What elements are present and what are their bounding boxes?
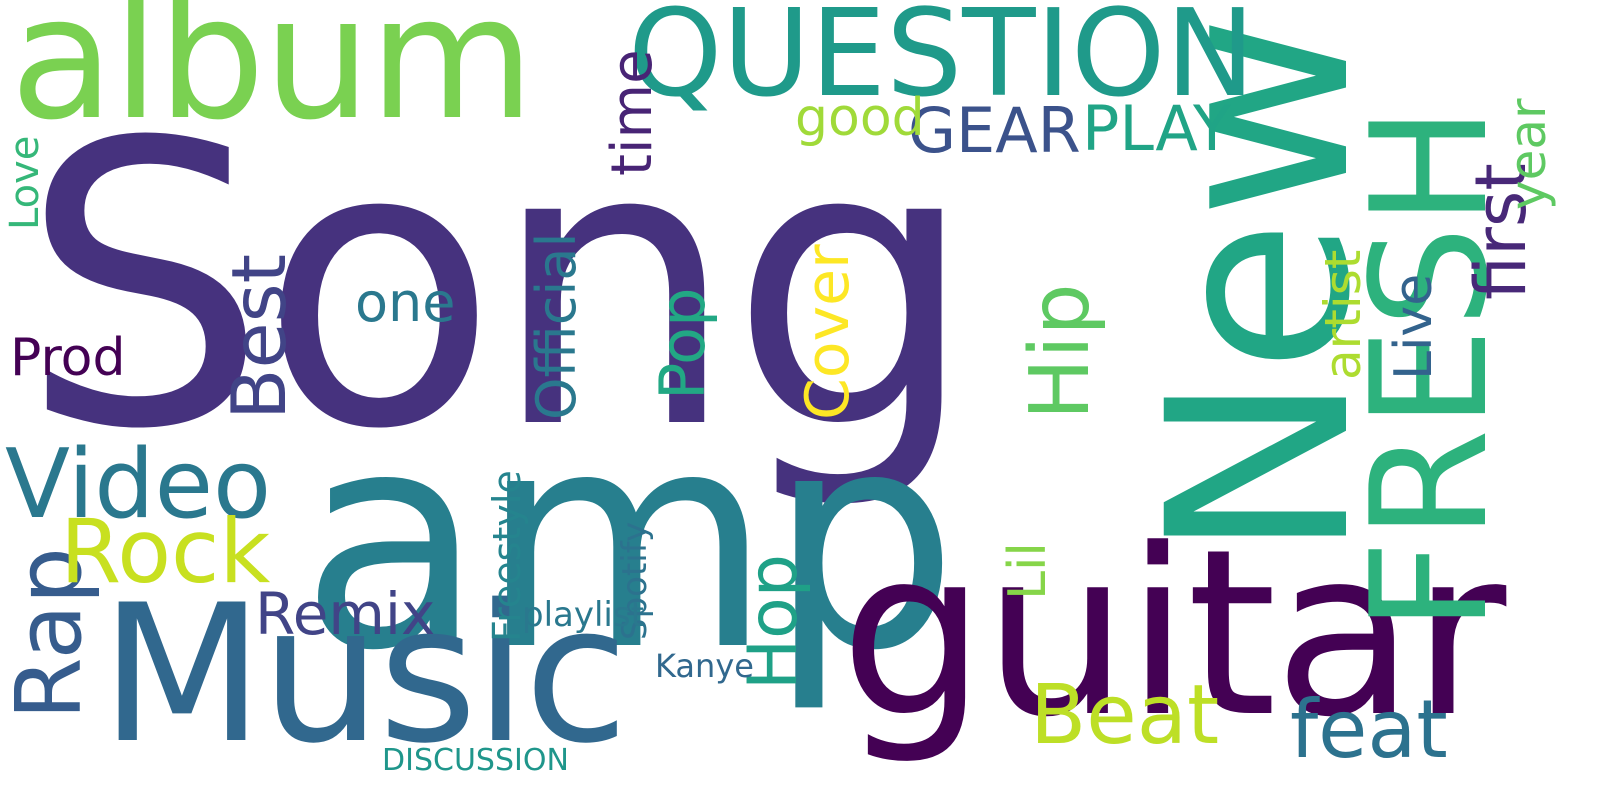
word-official: Official <box>525 232 588 421</box>
word-love: Love <box>2 135 48 230</box>
word-freestyle: Freestyle <box>485 470 529 642</box>
word-discussion: DISCUSSION <box>382 743 569 778</box>
word-question: QUESTION <box>628 0 1256 124</box>
word-beat: Beat <box>1030 668 1220 763</box>
word-amp: amp <box>300 367 959 716</box>
word-playlist: playlist <box>522 595 644 635</box>
word-pop: Pop <box>646 287 719 400</box>
word-remix: Remix <box>255 580 436 648</box>
word-music: Music <box>100 564 629 785</box>
word-guitar: guitar <box>840 501 1506 768</box>
word-live: Live <box>1384 273 1444 380</box>
word-best: Best <box>215 253 303 420</box>
word-good: good <box>795 88 925 148</box>
word-feat: feat <box>1290 683 1448 776</box>
word-time: time <box>600 49 665 176</box>
word-album: album <box>10 0 535 158</box>
word-cover: Cover <box>793 244 863 420</box>
word-lil: Lil <box>998 542 1058 600</box>
word-rock: Rock <box>60 500 271 603</box>
word-artist: artist <box>1314 249 1372 380</box>
word-prod: Prod <box>10 328 126 388</box>
word-one: one <box>355 271 456 334</box>
word-year: year <box>1499 98 1557 210</box>
word-video: Video <box>5 430 272 540</box>
word-hip: Hip <box>1013 283 1108 421</box>
word-kanye: Kanye <box>655 647 754 685</box>
word-gear: GEAR <box>908 94 1081 167</box>
word-song: Song <box>20 60 977 514</box>
word-play: PLAY <box>1082 92 1231 165</box>
